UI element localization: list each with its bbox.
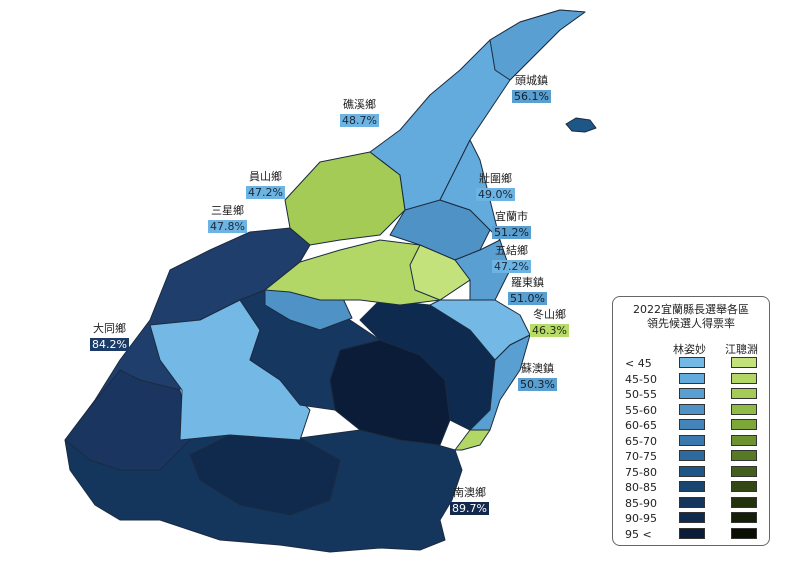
legend-swatch-blue bbox=[679, 403, 705, 415]
legend-swatch-blue bbox=[679, 372, 705, 384]
legend-swatch-green bbox=[731, 481, 757, 492]
legend-row: 55-60 bbox=[613, 403, 769, 417]
legend-swatch-blue bbox=[679, 388, 705, 399]
legend-range-label: 80-85 bbox=[625, 481, 657, 494]
legend-range-label: < 45 bbox=[625, 357, 652, 370]
legend-swatch-green bbox=[731, 357, 757, 368]
legend-range-label: 90-95 bbox=[625, 512, 657, 525]
township-pct: 47.2% bbox=[246, 186, 285, 199]
township-pct: 50.3% bbox=[518, 378, 557, 391]
township-name: 大同鄉 bbox=[92, 322, 126, 335]
township-name: 冬山鄉 bbox=[532, 308, 566, 321]
legend-swatch-green bbox=[731, 496, 757, 508]
legend-swatch-blue bbox=[679, 527, 705, 539]
legend-range-label: 45-50 bbox=[625, 372, 657, 386]
legend-row: < 45 bbox=[613, 357, 769, 370]
legend-swatch-blue bbox=[679, 419, 705, 430]
legend-title: 2022宜蘭縣長選舉各區 領先候選人得票率 bbox=[613, 303, 769, 331]
township-pct: 56.1% bbox=[512, 90, 551, 103]
legend-candidate-blue: 林姿妙 bbox=[673, 343, 706, 356]
legend-row: 60-65 bbox=[613, 419, 769, 432]
region-suao bbox=[469, 334, 531, 431]
township-name: 員山鄉 bbox=[248, 170, 282, 183]
township-pct: 84.2% bbox=[90, 338, 129, 351]
legend-swatch-green bbox=[731, 372, 757, 384]
township-pct: 51.0% bbox=[508, 292, 547, 305]
callout-datong: 大同鄉 84.2% bbox=[90, 322, 129, 352]
township-pct: 48.7% bbox=[340, 114, 379, 127]
callout-toucheng: 頭城鎮 56.1% bbox=[512, 74, 551, 104]
guishan-island bbox=[565, 117, 597, 133]
callout-jiaoxi: 礁溪鄉 48.7% bbox=[340, 98, 379, 128]
township-name: 頭城鎮 bbox=[514, 74, 548, 87]
region-yuanshan-green bbox=[284, 151, 406, 246]
legend-swatch-blue bbox=[679, 465, 705, 477]
legend-row: 70-75 bbox=[613, 450, 769, 463]
township-name: 五結鄉 bbox=[494, 244, 528, 257]
legend-swatch-green bbox=[731, 512, 757, 523]
township-pct: 47.2% bbox=[492, 260, 531, 273]
legend-swatch-blue bbox=[679, 357, 705, 368]
township-pct: 51.2% bbox=[492, 226, 531, 239]
legend-swatch-green bbox=[731, 403, 757, 415]
legend-title-line2: 領先候選人得票率 bbox=[647, 317, 735, 330]
callout-dongshan: 冬山鄉 46.3% bbox=[530, 308, 569, 338]
legend-row: 45-50 bbox=[613, 372, 769, 386]
legend-swatch-green bbox=[731, 388, 757, 399]
township-pct: 46.3% bbox=[530, 324, 569, 337]
legend-range-label: 95 < bbox=[625, 527, 652, 541]
legend-candidate-green: 江聰淵 bbox=[725, 343, 758, 356]
region-suao-south bbox=[454, 429, 491, 451]
legend-swatch-blue bbox=[679, 496, 705, 508]
township-name: 南澳鄉 bbox=[452, 486, 486, 499]
callout-yuanshan: 員山鄉 47.2% bbox=[246, 170, 285, 200]
legend-swatch-green bbox=[731, 527, 757, 539]
legend-swatch-blue bbox=[679, 450, 705, 461]
township-pct: 89.7% bbox=[450, 502, 489, 515]
region-toucheng bbox=[489, 9, 586, 81]
legend-row: 75-80 bbox=[613, 465, 769, 479]
callout-sanxing: 三星鄉 47.8% bbox=[208, 204, 247, 234]
region-wujie bbox=[454, 239, 511, 301]
township-pct: 47.8% bbox=[208, 220, 247, 233]
callout-nanao: 南澳鄉 89.7% bbox=[450, 486, 489, 516]
legend-swatch-green bbox=[731, 450, 757, 461]
township-name: 蘇澳鎮 bbox=[520, 362, 554, 375]
legend-row: 65-70 bbox=[613, 434, 769, 448]
callout-luodong: 羅東鎮 51.0% bbox=[508, 276, 547, 306]
region-nanao-inner bbox=[189, 434, 341, 516]
township-name: 三星鄉 bbox=[210, 204, 244, 217]
legend-row: 80-85 bbox=[613, 481, 769, 494]
legend-row: 90-95 bbox=[613, 512, 769, 525]
township-name: 羅東鎮 bbox=[510, 276, 544, 289]
legend-range-label: 75-80 bbox=[625, 465, 657, 479]
legend-title-line1: 2022宜蘭縣長選舉各區 bbox=[633, 303, 749, 316]
legend-range-label: 70-75 bbox=[625, 450, 657, 463]
legend-swatch-green bbox=[731, 434, 757, 446]
township-pct: 49.0% bbox=[476, 188, 515, 201]
callout-yilan-city: 宜蘭市 51.2% bbox=[492, 210, 531, 240]
legend: 2022宜蘭縣長選舉各區 領先候選人得票率 林姿妙 江聰淵 < 45 45-50 5… bbox=[612, 296, 770, 546]
callout-zhuangwei: 壯圍鄉 49.0% bbox=[476, 172, 515, 202]
legend-row: 50-55 bbox=[613, 388, 769, 401]
callout-suao: 蘇澳鎮 50.3% bbox=[518, 362, 557, 392]
township-name: 宜蘭市 bbox=[494, 210, 528, 223]
legend-range-label: 65-70 bbox=[625, 434, 657, 448]
legend-range-label: 50-55 bbox=[625, 388, 657, 401]
legend-row: 95 < bbox=[613, 527, 769, 541]
township-name: 壯圍鄉 bbox=[478, 172, 512, 185]
legend-swatch-blue bbox=[679, 434, 705, 446]
legend-swatch-green bbox=[731, 465, 757, 477]
legend-range-label: 85-90 bbox=[625, 496, 657, 510]
legend-swatch-blue bbox=[679, 481, 705, 492]
callout-wujie: 五結鄉 47.2% bbox=[492, 244, 531, 274]
township-name: 礁溪鄉 bbox=[342, 98, 376, 111]
legend-range-label: 60-65 bbox=[625, 419, 657, 432]
legend-range-label: 55-60 bbox=[625, 403, 657, 417]
legend-swatch-blue bbox=[679, 512, 705, 523]
legend-row: 85-90 bbox=[613, 496, 769, 510]
legend-swatch-green bbox=[731, 419, 757, 430]
